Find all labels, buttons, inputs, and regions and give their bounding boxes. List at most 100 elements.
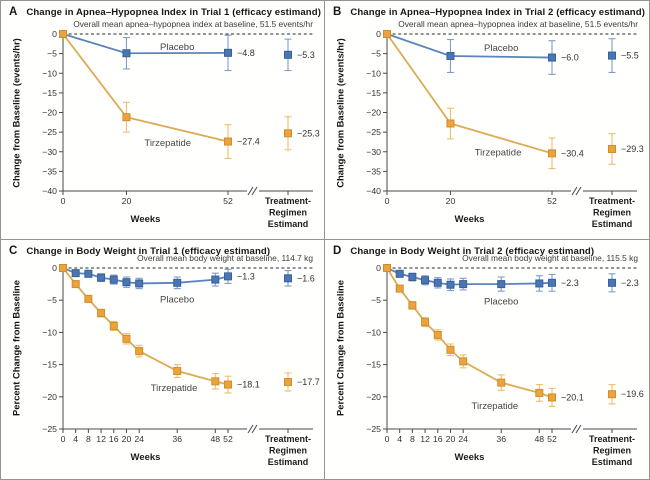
marker-placebo [535,279,544,288]
x-axis-title: Weeks [455,214,485,225]
series-line-placebo [62,267,229,285]
week52-value-label: −4.8 [237,48,255,58]
estimand-axis-label: Estimand [592,457,633,467]
marker-placebo [224,48,232,57]
week52-value-label: −2.3 [561,278,579,288]
marker-placebo [284,274,292,283]
marker-tirzepatide [224,380,232,389]
marker-tirzepatide [446,345,455,354]
series-name-annotation: Placebo [484,296,518,307]
y-tick-label: −10 [366,68,381,78]
marker-placebo [408,273,417,282]
y-tick-label: −20 [42,392,57,402]
panel-c: C Change in Body Weight in Trial 1 (effi… [1,240,325,479]
estimand-value-label: −19.6 [621,389,644,399]
week52-value-label: −30.4 [561,148,584,158]
panel-d: D Change in Body Weight in Trial 2 (effi… [325,240,649,479]
estimand-axis-label: Regimen [269,208,307,218]
panel-b-title: Change in Apnea–Hypopnea Index in Trial … [350,7,646,18]
panel-d-letter: D [333,245,342,257]
marker-placebo [608,278,616,287]
marker-placebo [421,276,430,285]
marker-tirzepatide [459,357,468,366]
x-tick-label: 8 [410,434,415,444]
week52-value-label: −6.0 [561,53,579,63]
series-name-annotation: Tirzepatide [475,148,522,159]
panel-d-title: Change in Body Weight in Trial 2 (effica… [350,246,595,257]
marker-tirzepatide [497,378,506,387]
x-tick-label: 12 [96,434,106,444]
x-axis-title: Weeks [131,214,161,225]
y-tick-label: −5 [47,49,57,59]
marker-tirzepatide [548,393,556,402]
marker-tirzepatide [173,367,182,376]
x-tick-label: 4 [397,434,402,444]
estimand-axis-label: Treatment- [265,434,311,444]
y-tick-label: −5 [47,295,57,305]
axis-break-gap [247,186,259,196]
x-tick-label: 24 [134,434,144,444]
panel-c-y-axis-label: Percent Change from Baseline [10,280,22,416]
y-tick-label: −10 [42,68,57,78]
y-tick-label: −20 [366,108,381,118]
panel-d-baseline-note: Overall mean body weight at baseline, 11… [462,253,638,263]
marker-tirzepatide [84,294,93,303]
x-tick-label: 0 [385,434,390,444]
x-tick-label: 48 [534,434,544,444]
marker-placebo [284,50,292,59]
marker-placebo [497,280,506,289]
x-tick-label: 24 [458,434,468,444]
marker-placebo [97,273,106,282]
estimand-value-label: −2.3 [621,278,639,288]
marker-tirzepatide [109,321,118,330]
marker-tirzepatide [284,129,292,138]
estimand-axis-label: Regimen [593,208,631,218]
x-tick-label: 16 [433,434,443,444]
y-tick-label: −20 [366,392,381,402]
x-tick-label: 52 [547,196,557,206]
estimand-axis-label: Estimand [592,219,633,229]
x-tick-label: 16 [109,434,119,444]
axis-break-slash [247,424,254,434]
series-line-tirzepatide [62,33,229,143]
y-tick-label: −10 [42,327,57,337]
marker-tirzepatide [71,280,80,289]
x-tick-label: 52 [223,196,233,206]
y-tick-label: −15 [42,88,57,98]
panel-b-letter: B [333,6,342,18]
series-name-annotation: Tirzepatide [144,138,191,149]
marker-tirzepatide [383,264,391,272]
marker-placebo [446,51,455,60]
marker-placebo [548,278,556,287]
y-tick-label: 0 [52,29,57,39]
marker-placebo [459,280,468,289]
marker-placebo [173,278,182,287]
marker-placebo [109,275,118,284]
x-tick-label: 20 [122,434,132,444]
axis-break-slash [251,424,258,434]
panel-a-title: Change in Apnea–Hypopnea Index in Trial … [26,7,322,18]
axis-break-slash [571,186,578,196]
marker-placebo [211,275,220,284]
marker-tirzepatide [59,30,67,38]
marker-tirzepatide [548,149,556,158]
y-tick-label: −25 [366,127,381,137]
marker-tirzepatide [224,137,232,146]
series-line-tirzepatide [62,267,229,386]
marker-placebo [71,269,80,278]
marker-placebo [395,269,404,278]
estimand-value-label: −1.6 [297,273,315,283]
axis-break-slash [575,186,582,196]
y-tick-label: −40 [366,186,381,196]
marker-tirzepatide [433,330,442,339]
panel-a-baseline-note: Overall mean apnea–hypopnea index at bas… [73,19,313,29]
chart-apnea-hypopnea-trial-2: 0 −5 −10 −15 −20 −25 −30 −35 −40 0 20 52 Treatment- R… [366,29,644,229]
y-tick-label: −35 [42,166,57,176]
chart-body-weight-trial-1: 0−5−10−15−20−250 4 8 12 16 20 24 36 48 52 Treatmen… [42,263,320,467]
marker-tirzepatide [395,284,404,293]
marker-tirzepatide [446,119,455,128]
axis-break-slash [571,424,578,434]
estimand-axis-label: Treatment- [589,434,635,444]
estimand-value-label: −25.3 [297,128,320,138]
